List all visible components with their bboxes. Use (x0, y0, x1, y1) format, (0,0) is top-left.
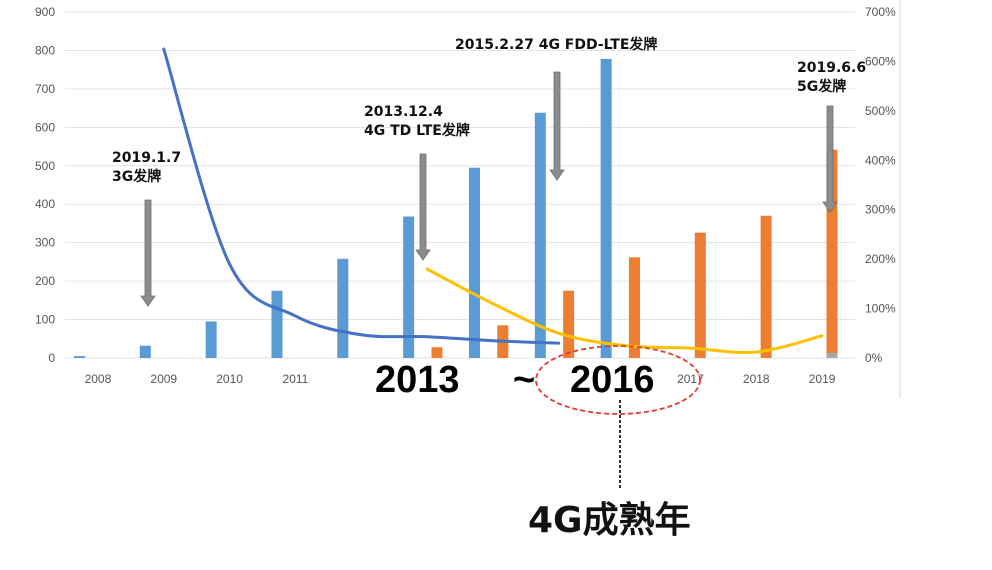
bar-series (73, 58, 838, 358)
bar (760, 215, 772, 358)
y-tick-label: 200 (35, 274, 55, 288)
y2-tick-label: 400% (865, 153, 896, 167)
annotation-label: 4G TD LTE发牌 (364, 122, 470, 139)
highlight-ellipse (535, 345, 701, 415)
x-tick-label: 2011 (283, 372, 309, 386)
bar (826, 353, 838, 358)
caption-label: 4G成熟年 (528, 500, 691, 541)
y-tick-label: 900 (35, 5, 55, 19)
series-line (162, 47, 561, 345)
line-series (162, 47, 824, 355)
y-tick-label: 400 (35, 197, 55, 211)
bar (139, 345, 151, 358)
y-tick-label: 0 (48, 351, 55, 365)
bar (534, 112, 546, 358)
y2-tick-label: 600% (865, 54, 896, 68)
x-tick-label: 2018 (743, 372, 770, 386)
y2-tick-label: 0% (865, 351, 883, 365)
bar (563, 290, 575, 358)
annotation-label: 2015.2.27 4G FDD-LTE发牌 (455, 36, 657, 53)
bar (73, 356, 85, 358)
bar (694, 232, 706, 358)
x-axis: 2008 2009 2010 2011 2017 2018 2019 (85, 372, 836, 386)
y-axis-right: 0% 100% 200% 300% 400% 500% 600% 700% (865, 5, 896, 365)
bar (271, 290, 283, 358)
x-tick-label: 2019 (809, 372, 836, 386)
bar (403, 216, 415, 358)
annotation-label: 2019.1.7 (112, 150, 181, 166)
range-separator: ~ (513, 359, 535, 401)
y-axis-left: 0 100 200 300 400 500 600 700 800 900 (35, 5, 55, 365)
bar (337, 258, 349, 358)
bar (628, 257, 640, 358)
annotation-label: 3G发牌 (112, 168, 161, 185)
x-tick-label: 2008 (85, 372, 112, 386)
down-arrow-icon (549, 71, 565, 181)
bar (431, 347, 443, 358)
range-start-label: 2013 (375, 359, 460, 401)
y-tick-label: 500 (35, 159, 55, 173)
y-tick-label: 300 (35, 236, 55, 250)
bar (600, 58, 612, 358)
y2-tick-label: 100% (865, 302, 896, 316)
y2-tick-label: 300% (865, 203, 896, 217)
y-tick-label: 600 (35, 120, 55, 134)
down-arrow-icon (140, 199, 156, 307)
y-tick-label: 700 (35, 82, 55, 96)
y2-tick-label: 200% (865, 252, 896, 266)
down-arrow-icon (822, 105, 838, 213)
range-end-label: 2016 (570, 359, 655, 401)
x-tick-label: 2009 (150, 372, 177, 386)
annotation-label: 2019.6.6 (797, 60, 866, 76)
gridlines (65, 11, 855, 359)
x-tick-label: 2017 (677, 372, 704, 386)
y2-tick-label: 500% (865, 104, 896, 118)
bar (468, 167, 480, 358)
x-tick-label: 2010 (216, 372, 243, 386)
annotation-label: 2013.12.4 (364, 104, 443, 120)
annotations: 2019.1.7 3G发牌 2013.12.4 4G TD LTE发牌 2015.2.2… (112, 36, 866, 307)
y-tick-label: 100 (35, 313, 55, 327)
bar (826, 149, 838, 358)
y2-tick-label: 700% (865, 5, 896, 19)
down-arrow-icon (415, 153, 431, 261)
annotation-label: 5G发牌 (797, 78, 846, 95)
y-tick-label: 800 (35, 43, 55, 57)
bar (205, 321, 217, 358)
